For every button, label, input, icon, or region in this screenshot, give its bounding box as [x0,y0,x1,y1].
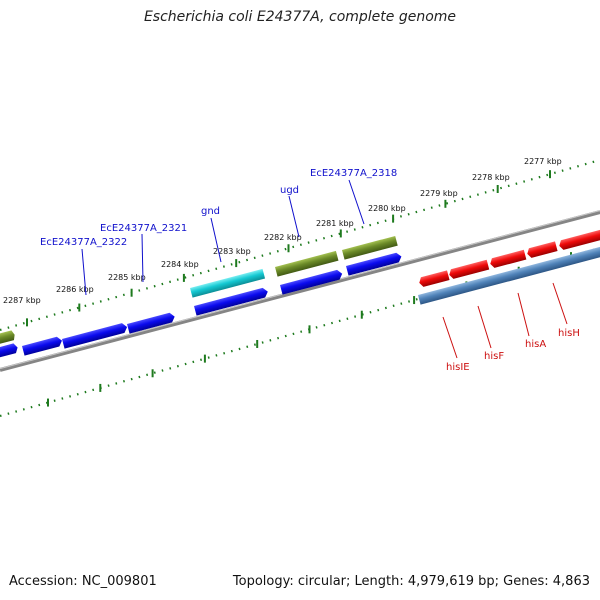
gene-arrow-gnd[interactable] [190,268,266,298]
gene-arrow-steel[interactable] [418,243,600,305]
gene-arrow-hisF[interactable] [489,249,527,269]
gene-label-hisA: hisA [525,339,546,350]
scale-label-2283: 2283 kbp [213,247,251,256]
his-operon-genes [418,225,600,305]
gene-arrow-hisA[interactable] [526,241,558,258]
gene-arrow-hisIE[interactable] [448,259,490,280]
scale-label-2284: 2284 kbp [161,260,199,269]
scale-label-2286: 2286 kbp [56,285,94,294]
scale-label-2279: 2279 kbp [420,189,458,198]
scale-label-2281: 2281 kbp [316,219,354,228]
gene-arrow-EcE24377A_2318[interactable] [342,235,398,260]
scale-label-2278: 2278 kbp [472,173,510,182]
gene-arrow-ugd[interactable] [275,250,339,277]
gene-arrow-edge-olive[interactable] [0,330,16,345]
gene-arrow-edge-blue-2[interactable] [22,336,63,356]
scale-label-2285: 2285 kbp [108,273,146,282]
gene-arrow-hisH[interactable] [558,225,600,251]
gene-label-hisH: hisH [558,328,580,339]
gene-arrow-blue-gnd-row[interactable] [194,287,269,316]
gene-arrow-edge-blue-1[interactable] [0,343,19,358]
gene-label-EcE24377A_2318: EcE24377A_2318 [310,168,397,179]
scale-labels: 2287 kbp 2286 kbp 2285 kbp 2284 kbp 2283… [3,157,562,305]
scale-major-ticks [26,170,551,327]
gene-label-ugd: ugd [280,185,299,196]
gene-arrow-blue-2318-row[interactable] [346,252,403,276]
gene-arrow-EcE24377A_2322[interactable] [62,322,128,349]
genome-backbone [0,210,600,372]
scale-label-2277: 2277 kbp [524,157,562,166]
gene-arrow-blue-ugd-row[interactable] [280,269,343,295]
label-leaders [81,179,568,359]
gene-label-hisF: hisF [484,351,504,362]
gene-arrow-his-1[interactable] [418,270,450,287]
gene-labels: EcE24377A_2322 EcE24377A_2321 gnd ugd Ec… [40,168,580,373]
topology-text: Topology: circular; Length: 4,979,619 bp… [232,574,590,589]
scale-label-2287: 2287 kbp [3,296,41,305]
gene-label-hisIE: hisIE [446,362,470,373]
inner-scale-ticks [47,252,572,407]
gene-label-gnd: gnd [201,206,220,217]
forward-strand-blue-genes [0,252,403,358]
gene-label-EcE24377A_2322: EcE24377A_2322 [40,237,127,248]
gene-arrow-EcE24377A_2321[interactable] [127,312,176,334]
accession-text: Accession: NC_009801 [9,574,157,589]
scale-label-2280: 2280 kbp [368,204,406,213]
genome-title: Escherichia coli E24377A, complete genom… [143,9,457,25]
scale-label-2282: 2282 kbp [264,233,302,242]
gene-label-EcE24377A_2321: EcE24377A_2321 [100,223,187,234]
forward-strand-genes [0,235,398,345]
